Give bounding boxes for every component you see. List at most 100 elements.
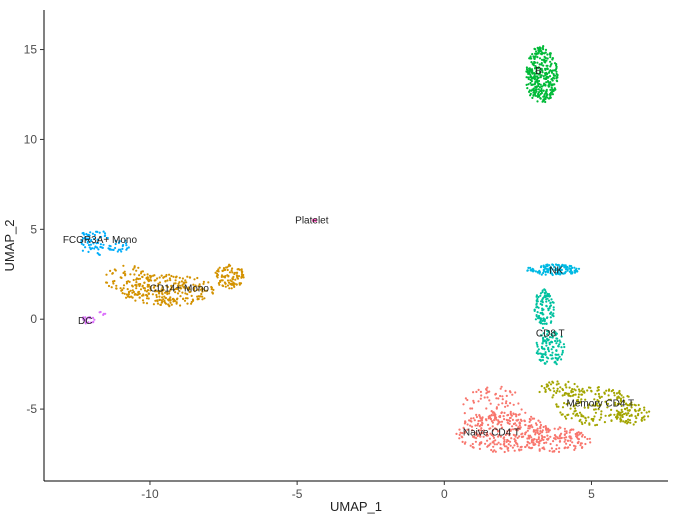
data-point [142,287,145,290]
data-point [554,331,557,334]
data-point [117,241,120,244]
data-point [506,404,509,407]
data-point [134,299,137,302]
data-point [540,437,544,440]
data-point [537,66,541,69]
data-point [539,317,542,320]
data-point [574,393,577,396]
data-point [485,389,488,392]
data-point [547,294,550,297]
data-point [544,83,547,87]
data-point [207,281,210,284]
data-point [472,417,475,420]
data-point [227,281,231,284]
data-point [458,433,461,436]
data-point [547,97,551,100]
data-point [535,314,538,317]
data-point [619,420,622,423]
data-point [134,292,137,296]
data-point [98,253,101,256]
data-point [552,394,555,397]
data-point [506,430,509,433]
data-point [510,437,513,440]
data-point [222,267,226,270]
data-point [229,282,232,285]
data-point [230,287,233,290]
data-point [455,432,458,435]
data-point [556,380,559,383]
data-point [99,310,102,314]
data-point [131,284,134,287]
data-point [643,409,646,412]
data-point [541,303,544,306]
data-point [543,60,546,64]
data-point [543,436,546,439]
data-point [527,446,531,449]
data-point [604,414,607,417]
data-point [610,419,613,422]
data-point [164,297,167,300]
data-point [474,424,477,427]
data-point [546,67,549,71]
data-point [146,294,149,298]
data-point [478,414,481,417]
data-point [541,291,544,294]
data-point [116,250,119,253]
data-point [525,66,529,69]
data-point [558,355,561,358]
data-point [489,442,492,445]
data-point [554,438,557,441]
data-point [570,272,573,275]
data-point [576,431,579,434]
data-point [115,284,118,287]
data-point [191,298,194,301]
data-point [559,271,562,274]
data-point [550,354,554,357]
data-point [559,437,562,440]
data-point [552,312,555,315]
data-point [546,57,549,60]
data-point [125,244,128,247]
data-point [647,415,650,418]
data-point [91,247,94,250]
data-point [141,299,145,302]
data-point [580,421,583,424]
data-point [566,269,569,272]
data-point [555,444,558,447]
data-point [546,271,550,274]
data-point [527,83,530,86]
data-point [547,428,550,432]
data-point [233,272,236,275]
data-point [580,442,583,445]
cluster-points-memory-cd4-t [538,380,651,427]
data-point [549,442,552,446]
data-point [554,68,558,71]
data-point [546,268,550,271]
data-point [167,303,170,306]
data-point [479,397,482,400]
data-point [201,290,204,293]
data-point [86,234,89,237]
data-point [168,305,171,308]
data-point [164,280,167,283]
data-point [577,438,581,441]
data-point [464,430,467,433]
data-point [531,62,534,65]
data-point [478,425,481,428]
data-point [111,248,114,251]
data-point [231,271,234,274]
data-point [178,276,181,279]
data-point [475,437,478,440]
y-tick-label: 15 [24,43,38,57]
data-point [197,295,200,298]
data-point [214,271,217,274]
data-point [193,286,196,289]
data-point [539,359,543,362]
data-point [553,427,556,430]
x-tick-label: 0 [441,487,448,501]
data-point [568,443,572,447]
data-point [508,416,512,420]
data-point [537,93,540,96]
data-point [505,394,508,397]
data-point [555,70,558,73]
